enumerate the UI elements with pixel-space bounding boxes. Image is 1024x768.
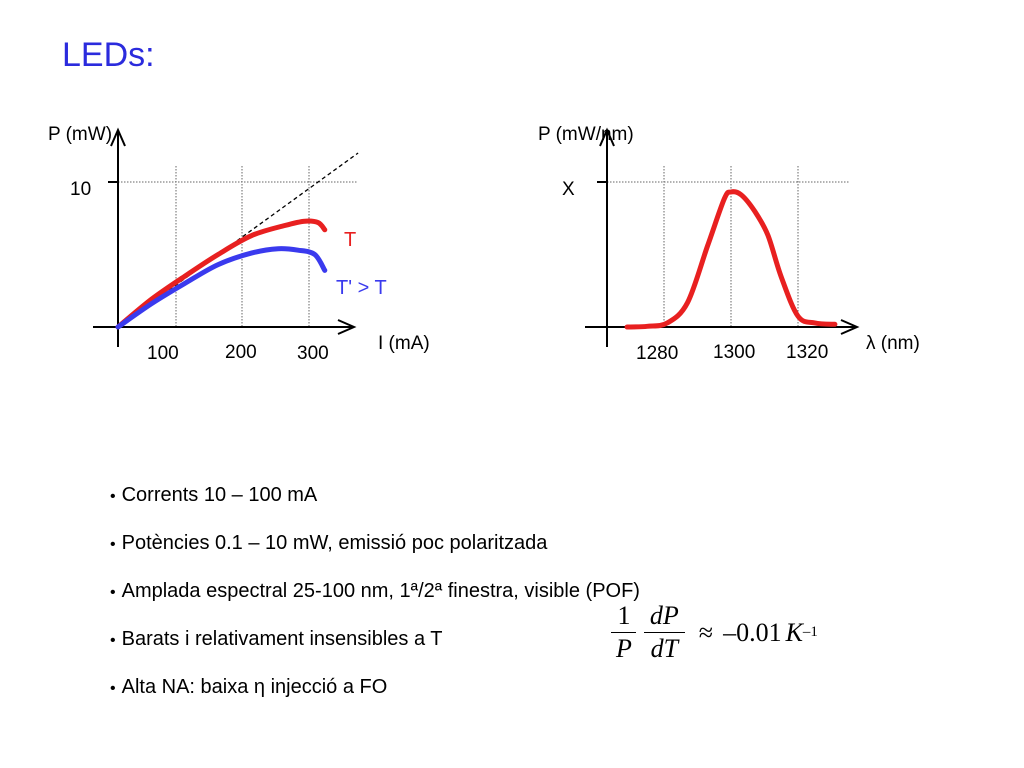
right-xtick-1320: 1320	[786, 342, 828, 363]
slide-title: LEDs:	[62, 36, 155, 74]
fraction-den-p: P	[616, 634, 632, 663]
bullet-powers: Potències 0.1 – 10 mW, emissió poc polar…	[110, 520, 640, 568]
bullet-cheap-insensitive: Barats i relativament insensibles a T	[110, 616, 640, 664]
fraction-den-dt: dT	[650, 634, 679, 663]
fraction-num-dp: dP	[643, 600, 685, 633]
formula-exponent: –1	[802, 624, 818, 640]
bullet-spectral-width: Amplada espectral 25-100 nm, 1ª/2ª fines…	[110, 568, 640, 616]
legend-t-prime-label: T' > T	[336, 277, 387, 299]
left-xtick-200: 200	[225, 342, 257, 363]
left-chart: P (mW) I (mA) 10 100 200 300 T T' > T	[48, 124, 430, 364]
right-xtick-1280: 1280	[636, 343, 678, 364]
legend-t-label: T	[344, 229, 356, 251]
left-ytick-10: 10	[70, 179, 91, 200]
spectrum-curve-red	[624, 189, 838, 330]
left-xtick-300: 300	[297, 343, 329, 364]
fraction-1-over-p: 1 P	[610, 600, 638, 665]
left-y-label: P (mW)	[48, 124, 112, 145]
bullet-currents: Corrents 10 – 100 mA	[110, 472, 640, 520]
right-chart: P (mW/nm) λ (nm) X 1280 1300 1320	[538, 124, 920, 364]
curve-t-red	[115, 218, 328, 330]
left-xtick-100: 100	[147, 343, 179, 364]
temperature-coefficient-formula: 1 P dP dT ≈ –0.01 K –1	[610, 600, 818, 665]
formula-unit: K	[785, 617, 803, 647]
right-y-label: P (mW/nm)	[538, 124, 634, 145]
fraction-dp-dt: dP dT	[643, 600, 685, 665]
right-x-arrow	[840, 319, 860, 335]
fraction-num-1: 1	[611, 600, 637, 633]
left-x-arrow	[337, 319, 357, 335]
left-y-arrow	[110, 127, 126, 147]
right-x-label: λ (nm)	[866, 333, 920, 354]
right-y-arrow	[599, 127, 615, 147]
bullet-list: Corrents 10 – 100 mA Potències 0.1 – 10 …	[110, 472, 640, 712]
right-ytick-x: X	[562, 179, 575, 200]
charts-area: P (mW) I (mA) 10 100 200 300 T T' > T P …	[48, 124, 920, 364]
approx-symbol: ≈	[698, 617, 714, 647]
bullet-high-na: Alta NA: baixa η injecció a FO	[110, 664, 640, 712]
formula-value: –0.01	[723, 617, 782, 647]
right-xtick-1300: 1300	[713, 342, 755, 363]
left-x-label: I (mA)	[378, 333, 430, 354]
curve-t-prime-blue	[115, 246, 328, 330]
